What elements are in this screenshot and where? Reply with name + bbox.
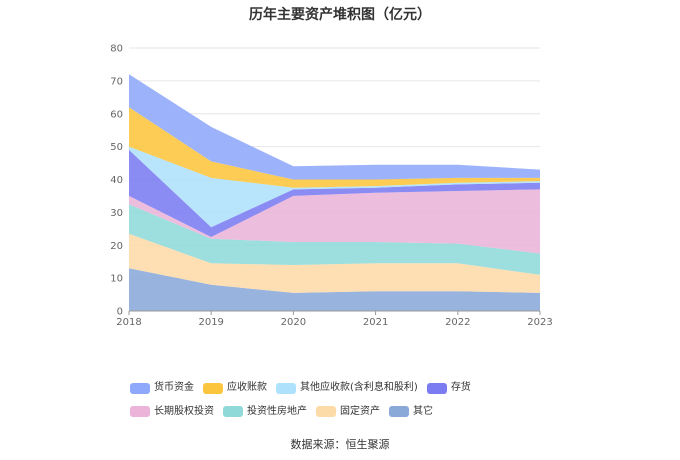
area-series-应收账款	[129, 107, 540, 188]
chart-title: 历年主要资产堆积图（亿元）	[249, 7, 431, 23]
y-tick-label: 40	[110, 175, 123, 186]
legend-label: 其他应收款(含利息和股利)	[300, 382, 418, 393]
legend-swatch	[130, 406, 150, 417]
legend-swatch	[316, 406, 336, 417]
area-series-长期股权投资	[129, 189, 540, 254]
x-tick-label: 2018	[116, 317, 141, 328]
area-series-投资性房地产	[129, 204, 540, 275]
x-tick-label: 2019	[198, 317, 223, 328]
x-tick-label: 2022	[445, 317, 470, 328]
y-tick-label: 80	[110, 44, 123, 55]
legend-swatch	[223, 406, 243, 417]
legend-swatch	[203, 382, 223, 394]
legend-label: 货币资金	[154, 382, 194, 393]
legend-item[interactable]: 其它	[389, 402, 433, 422]
area-series-其它	[129, 268, 540, 311]
legend-label: 固定资产	[340, 405, 380, 417]
y-tick-label: 60	[110, 109, 123, 120]
y-tick-label: 20	[110, 241, 123, 252]
legend-swatch	[426, 382, 447, 394]
x-tick-label: 2023	[527, 317, 552, 328]
legend-item[interactable]: 长期股权投资	[130, 402, 214, 422]
legend-swatch	[389, 406, 409, 417]
legend-item[interactable]: 货币资金	[130, 378, 194, 398]
legend-label: 其它	[413, 405, 433, 417]
data-source-note: 数据来源：恒生聚源	[290, 438, 390, 451]
y-tick-label: 50	[110, 142, 123, 153]
legend-item[interactable]: 应收账款	[203, 378, 267, 398]
legend-label: 存货	[450, 382, 471, 393]
legend-item[interactable]: 存货	[426, 378, 471, 398]
y-tick-label: 70	[110, 76, 123, 87]
legend-label: 投资性房地产	[247, 405, 307, 417]
legend-label: 长期股权投资	[154, 405, 214, 417]
area-series-其他应收款(含利息和股利)	[129, 146, 540, 228]
x-tick-label: 2021	[363, 317, 388, 328]
legend-item[interactable]: 固定资产	[316, 402, 380, 422]
legend: 货币资金 应收账款 其他应收款(含利息和股利) 存货长期股权投资 投资性房地产 固定资产 其…	[130, 378, 570, 425]
area-series	[129, 74, 540, 311]
area-series-货币资金	[129, 74, 540, 180]
legend-swatch	[130, 382, 150, 394]
y-tick-label: 0	[117, 307, 123, 318]
y-tick-label: 30	[110, 208, 123, 219]
legend-item[interactable]: 其他应收款(含利息和股利)	[276, 378, 418, 398]
area-series-固定资产	[129, 233, 540, 293]
axes: 0 10 20 30 40 50 60 70 80 2018 2019 2020 2021 2022 202…	[110, 44, 552, 329]
y-tick-label: 10	[110, 274, 123, 285]
legend-swatch	[276, 382, 296, 394]
x-tick-label: 2020	[281, 317, 306, 328]
legend-label: 应收账款	[227, 382, 267, 393]
area-series-存货	[129, 149, 540, 237]
legend-item[interactable]: 投资性房地产	[223, 402, 307, 422]
